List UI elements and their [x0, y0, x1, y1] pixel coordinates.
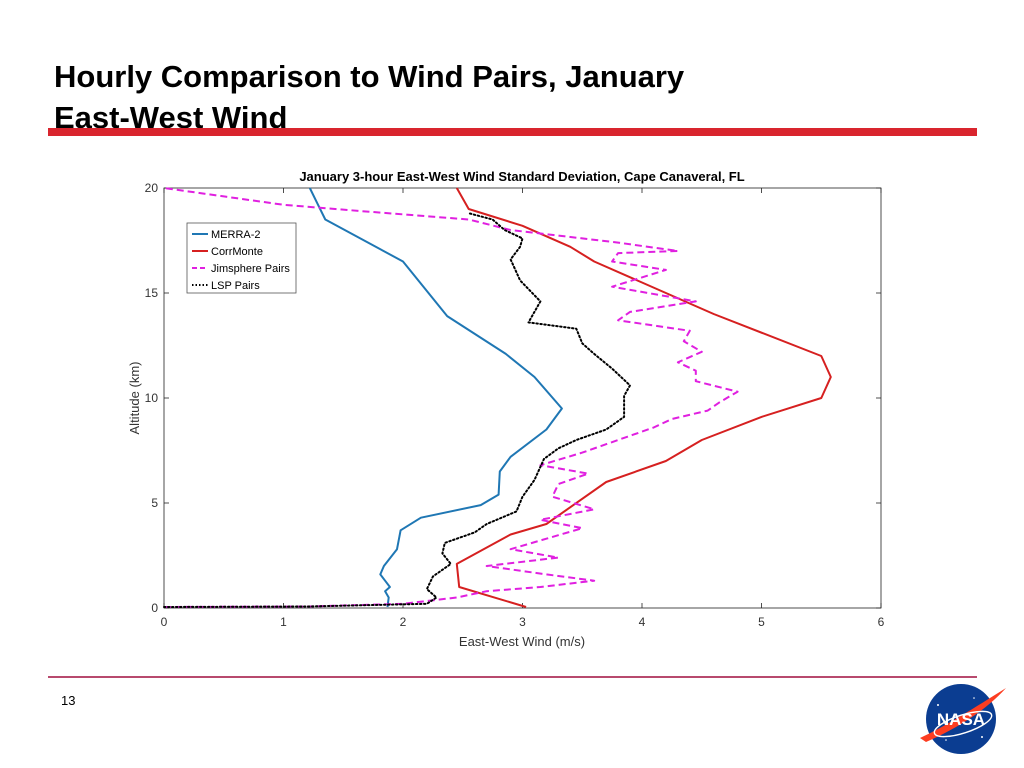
series-layer — [163, 187, 832, 608]
series-line-corrmonte — [455, 187, 832, 608]
nasa-logo-wordmark: NASA — [937, 710, 985, 729]
x-tick-label: 4 — [639, 615, 646, 629]
wind-std-dev-chart: January 3-hour East-West Wind Standard D… — [127, 169, 885, 649]
x-tick-label: 3 — [519, 615, 526, 629]
y-tick-label: 5 — [151, 496, 158, 510]
page-number: 13 — [61, 693, 76, 708]
legend-label: CorrMonte — [211, 246, 263, 258]
y-tick-label: 15 — [145, 286, 159, 300]
slide-title-line-1: Hourly Comparison to Wind Pairs, January — [54, 59, 685, 94]
series-line-merra-2 — [308, 187, 563, 608]
nasa-logo: NASA — [920, 684, 1006, 754]
legend-label: MERRA-2 — [211, 229, 261, 241]
series-line-lsp-pairs — [163, 212, 631, 608]
y-tick-label: 0 — [151, 601, 158, 615]
x-tick-label: 0 — [161, 615, 168, 629]
legend-label: Jimsphere Pairs — [211, 263, 290, 275]
legend-label: LSP Pairs — [211, 280, 260, 292]
x-axis-label: East-West Wind (m/s) — [459, 634, 585, 649]
x-tick-label: 1 — [280, 615, 287, 629]
slide-title: Hourly Comparison to Wind Pairs, January… — [54, 56, 684, 138]
y-tick-label: 10 — [145, 391, 159, 405]
x-tick-label: 2 — [400, 615, 407, 629]
chart-title: January 3-hour East-West Wind Standard D… — [299, 169, 744, 184]
x-axis-ticks: 0 1 2 3 4 5 6 — [161, 188, 885, 629]
y-tick-label: 20 — [145, 181, 159, 195]
y-axis-label: Altitude (km) — [127, 362, 142, 435]
x-tick-label: 6 — [878, 615, 885, 629]
x-tick-label: 5 — [758, 615, 765, 629]
chart-legend: MERRA-2 CorrMonte Jimsphere Pairs LSP Pairs — [186, 222, 297, 294]
title-underline-rule — [48, 128, 977, 136]
series-line-jimsphere-pairs — [163, 187, 739, 608]
y-axis-ticks: 0 5 10 15 20 — [145, 181, 881, 615]
footer-rule — [48, 676, 977, 678]
